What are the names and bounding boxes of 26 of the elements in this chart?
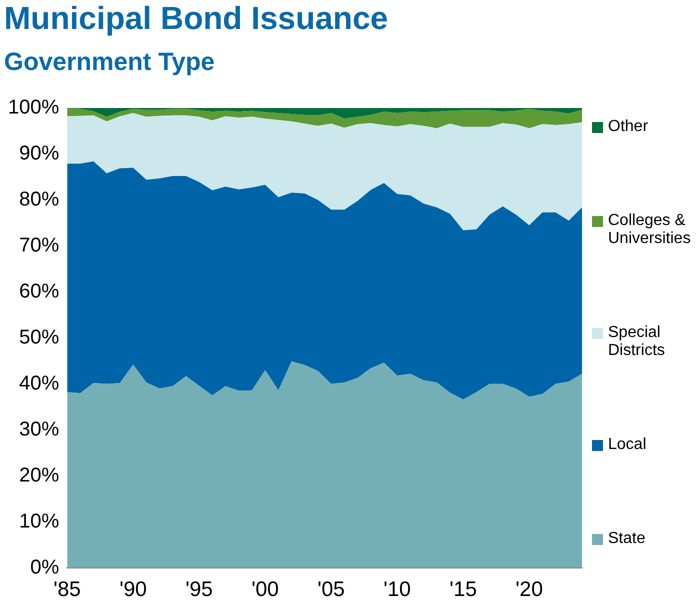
y-tick-label: 90% [19,142,60,164]
y-tick-label: 100% [8,96,60,119]
x-tick-label: '05 [317,578,345,602]
legend-label: Colleges & Universities [608,212,692,248]
x-tick-label: '20 [516,578,543,602]
x-tick-label: '15 [450,578,477,602]
x-tick-label: '00 [251,578,279,602]
legend-label: Special Districts [608,324,666,360]
y-tick-label: 20% [19,464,60,486]
x-tick-label: '10 [383,578,411,602]
x-tick-label: '90 [119,578,147,602]
x-tick-label: '95 [185,578,213,602]
y-tick-label: 30% [19,418,60,440]
chart-title: Municipal Bond Issuance [4,0,388,37]
y-tick-label: 80% [19,188,60,210]
y-tick-label: 50% [19,326,60,348]
y-tick-label: 70% [19,234,60,256]
y-tick-label: 0% [30,556,60,578]
legend-label: Local [608,436,646,454]
y-tick-label: 60% [19,280,60,302]
y-tick-label: 40% [19,372,60,394]
legend-label: State [608,530,646,548]
chart-subtitle: Government Type [4,48,215,77]
x-tick-label: '85 [53,578,81,602]
legend-label: Other [608,118,648,136]
y-tick-label: 10% [19,510,60,532]
